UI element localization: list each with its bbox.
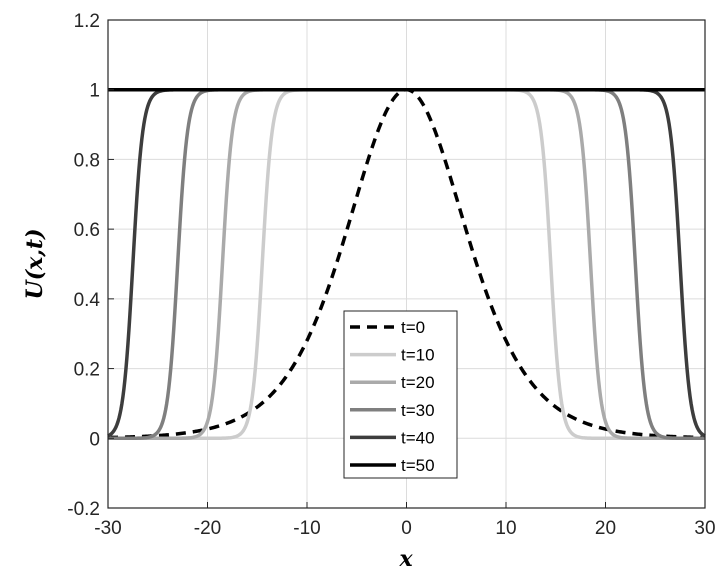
legend-label: t=30 [401,401,435,420]
x-tick-label: -10 [293,518,320,539]
y-tick-label: 0.6 [74,220,100,241]
ticks: -30 -20 -10 0 10 20 30 -0.2 0 0.2 0.4 0.6 0.8 1 1.2 [67,11,715,539]
y-tick-label: 0 [89,429,100,450]
x-tick-label: 30 [694,518,715,539]
legend-label: t=10 [401,346,435,365]
x-tick-label: -20 [194,518,221,539]
x-tick-label: 0 [401,518,412,539]
y-tick-label: 0.2 [74,360,100,381]
curves [107,87,706,441]
y-tick-label: 0.4 [74,290,101,311]
legend: t=0 t=10 t=20 t=30 t=40 t=50 [343,310,458,479]
legend-label: t=0 [401,318,425,337]
x-tick-label: -30 [94,518,121,539]
legend-box [343,310,458,479]
y-tick-label: -0.2 [67,499,100,520]
x-axis-label: x [398,546,413,572]
x-tick-label: 20 [595,518,616,539]
legend-label: t=50 [401,456,435,475]
y-tick-label: 1 [89,81,100,102]
y-tick-label: 1.2 [74,11,100,32]
legend-label: t=40 [401,428,435,447]
y-axis-label: U(x,t) [22,229,48,300]
x-tick-label: 10 [495,518,516,539]
legend-label: t=20 [401,373,435,392]
y-tick-label: 0.8 [74,150,100,171]
